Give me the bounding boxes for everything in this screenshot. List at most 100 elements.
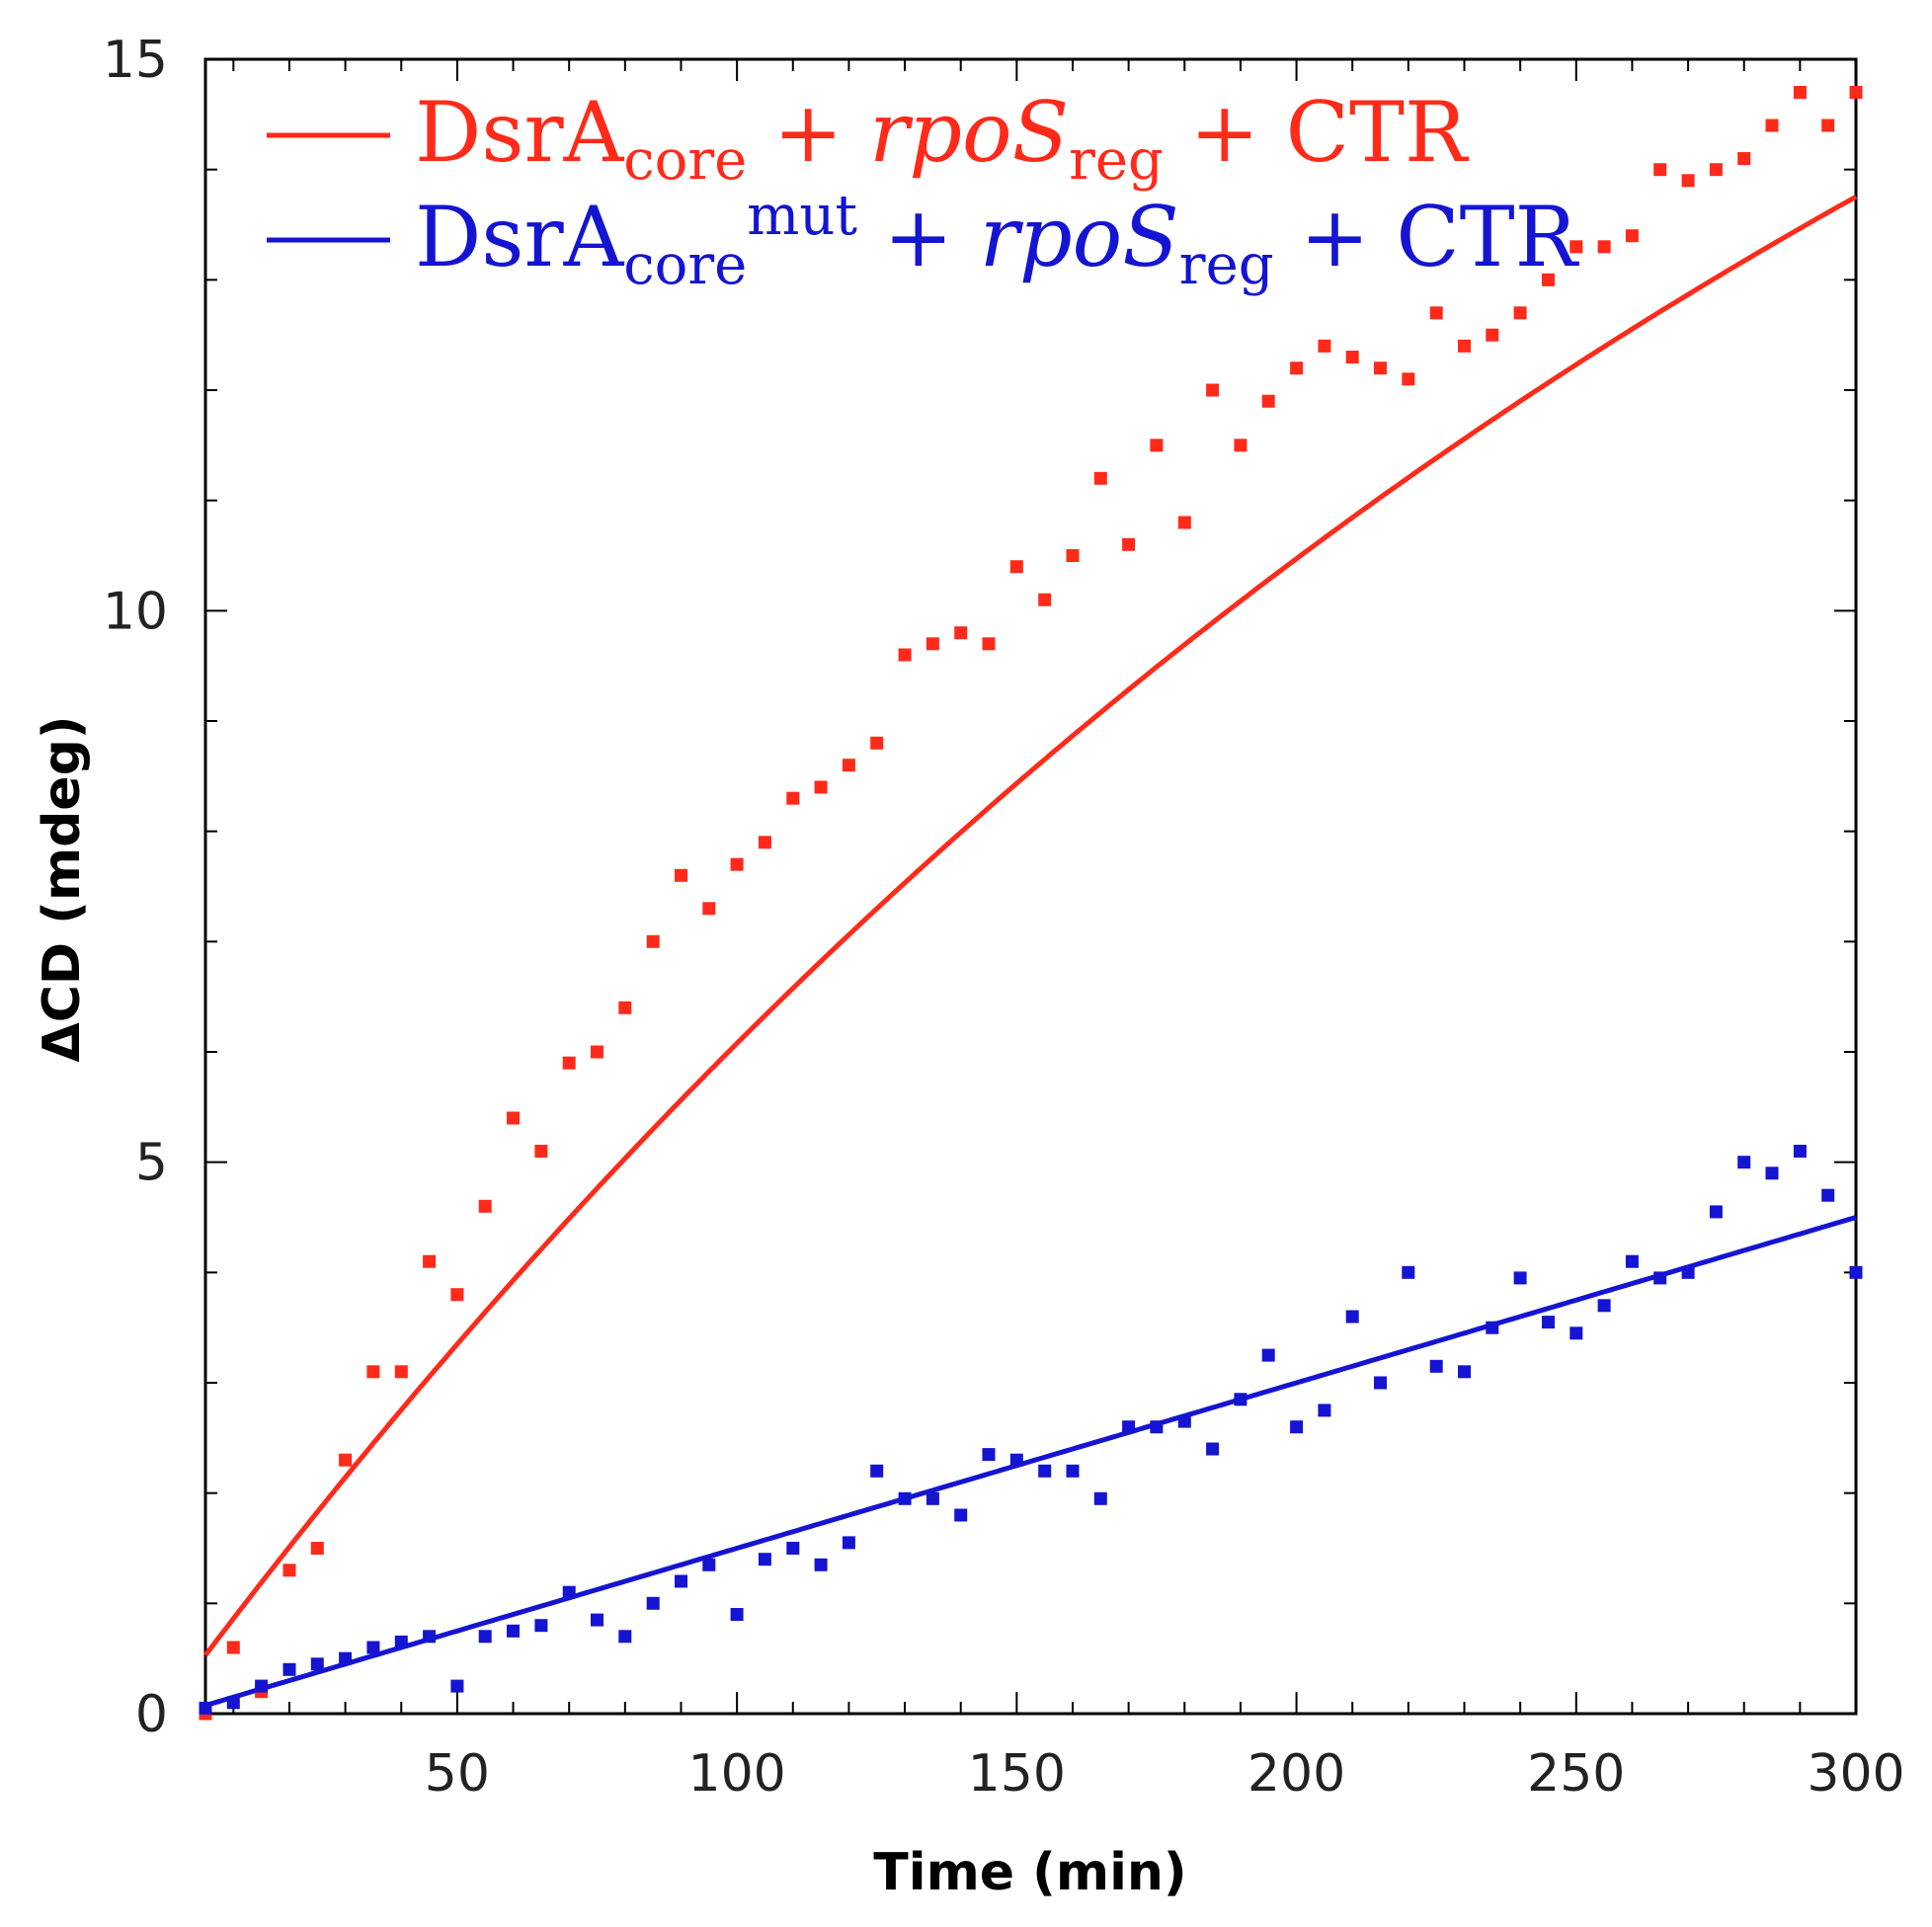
data-points <box>199 86 1863 1721</box>
data-point-red <box>898 648 912 662</box>
data-point-blue <box>1402 1265 1415 1279</box>
data-point-red <box>786 791 800 805</box>
data-point-red <box>1429 306 1443 320</box>
data-point-blue <box>646 1596 660 1610</box>
data-point-blue <box>1849 1265 1863 1279</box>
data-point-blue <box>591 1613 604 1627</box>
data-point-blue <box>870 1464 884 1478</box>
data-point-blue <box>226 1696 240 1710</box>
data-point-blue <box>1793 1145 1807 1158</box>
fit-lines <box>203 195 1858 1709</box>
data-point-blue <box>534 1619 548 1633</box>
y-tick-label: 5 <box>135 1134 168 1193</box>
data-point-red <box>1765 119 1779 132</box>
data-point-red <box>507 1111 520 1125</box>
data-point-red <box>618 1001 632 1014</box>
data-point-blue <box>1486 1321 1499 1334</box>
data-point-blue <box>423 1630 437 1644</box>
data-point-red <box>1570 240 1583 254</box>
x-tick-label: 150 <box>968 1744 1066 1804</box>
data-point-blue <box>1261 1348 1275 1362</box>
legend-label-red: DsrAcore + rpoSreg + CTR <box>415 84 1470 193</box>
x-tick-label: 300 <box>1807 1744 1904 1804</box>
data-point-red <box>310 1542 324 1555</box>
data-point-blue <box>1122 1420 1136 1434</box>
data-point-blue <box>1093 1491 1107 1505</box>
data-point-red <box>926 637 939 651</box>
data-point-red <box>1009 560 1023 574</box>
data-point-red <box>1093 471 1107 485</box>
data-point-red <box>675 868 687 882</box>
data-point-blue <box>814 1558 828 1571</box>
data-point-red <box>282 1564 296 1577</box>
data-point-red <box>1821 119 1835 132</box>
data-point-blue <box>1681 1265 1695 1279</box>
data-point-blue <box>758 1553 771 1566</box>
data-point-red <box>1513 306 1527 320</box>
y-tick-label: 0 <box>135 1685 168 1744</box>
data-point-blue <box>1290 1420 1304 1434</box>
data-point-red <box>1486 328 1499 342</box>
data-point-red <box>1653 163 1667 177</box>
data-point-blue <box>339 1651 353 1665</box>
data-point-blue <box>1513 1271 1527 1285</box>
data-point-red <box>1290 361 1304 375</box>
data-point-red <box>534 1145 548 1158</box>
data-point-red <box>394 1365 408 1379</box>
data-point-blue <box>1150 1420 1164 1434</box>
data-point-blue <box>1374 1376 1387 1390</box>
data-point-blue <box>675 1574 687 1588</box>
data-point-blue <box>1206 1442 1220 1456</box>
data-point-red <box>1542 273 1555 286</box>
data-point-blue <box>507 1624 520 1638</box>
data-point-red <box>1038 593 1052 606</box>
data-point-red <box>1318 339 1331 353</box>
data-point-red <box>870 736 884 750</box>
data-point-red <box>730 857 744 871</box>
data-point-red <box>226 1641 240 1654</box>
data-point-red <box>1261 394 1275 408</box>
data-point-red <box>1709 163 1723 177</box>
data-point-red <box>1625 229 1639 243</box>
data-point-blue <box>1625 1254 1639 1268</box>
data-point-blue <box>310 1657 324 1671</box>
data-point-blue <box>1038 1464 1052 1478</box>
data-point-red <box>1374 361 1387 375</box>
y-tick-labels: 0 5 10 15 <box>103 31 168 1744</box>
data-point-blue <box>898 1491 912 1505</box>
data-point-blue <box>1066 1464 1080 1478</box>
data-point-red <box>1849 86 1863 99</box>
data-point-blue <box>1234 1393 1248 1406</box>
data-point-blue <box>1709 1205 1723 1219</box>
data-point-red <box>954 626 968 640</box>
data-point-red <box>1793 86 1807 99</box>
data-point-blue <box>1653 1271 1667 1285</box>
data-point-blue <box>1009 1453 1023 1467</box>
fit-line-blue <box>204 1215 1857 1709</box>
x-axis-title: Time (min) <box>873 1843 1186 1902</box>
data-point-red <box>591 1045 604 1059</box>
data-point-blue <box>1458 1365 1471 1379</box>
data-point-blue <box>1429 1359 1443 1373</box>
data-point-blue <box>255 1679 269 1693</box>
data-point-blue <box>954 1508 968 1522</box>
data-point-blue <box>1345 1310 1359 1324</box>
x-tick-label: 50 <box>425 1744 490 1804</box>
data-point-blue <box>366 1641 380 1654</box>
data-point-blue <box>926 1491 939 1505</box>
data-point-blue <box>1765 1166 1779 1180</box>
data-point-red <box>1234 439 1248 452</box>
plot-area <box>203 57 1858 1716</box>
data-point-red <box>982 637 996 651</box>
x-tick-label: 100 <box>687 1744 785 1804</box>
data-point-blue <box>730 1608 744 1621</box>
data-point-red <box>702 902 716 916</box>
y-axis-title: ΔCD (mdeg) <box>33 715 92 1062</box>
data-point-blue <box>1177 1414 1191 1428</box>
data-point-red <box>1458 339 1471 353</box>
data-point-red <box>478 1199 492 1213</box>
data-point-blue <box>1570 1326 1583 1340</box>
data-point-blue <box>562 1585 576 1599</box>
data-point-red <box>1177 516 1191 529</box>
x-tick-label: 250 <box>1527 1744 1625 1804</box>
